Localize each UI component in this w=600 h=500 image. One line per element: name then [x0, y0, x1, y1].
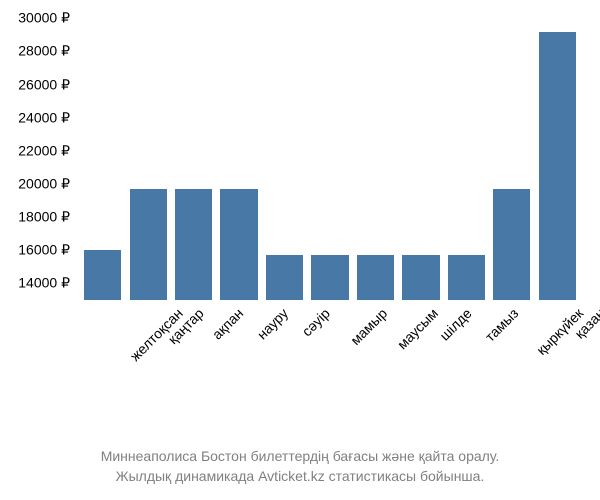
x-tick-label: мамыр	[347, 305, 390, 348]
bar	[220, 189, 257, 300]
y-tick-label: 22000 ₽	[0, 142, 70, 159]
x-axis: желтоқсанқаңтарақпаннаурусәуірмамырмаусы…	[80, 305, 580, 415]
caption-line-1: Миннеаполиса Бостон билеттердің бағасы ж…	[0, 448, 600, 464]
y-tick-label: 14000 ₽	[0, 275, 70, 292]
y-tick-label: 24000 ₽	[0, 109, 70, 126]
x-tick-label: тамыз	[482, 305, 522, 345]
bar	[311, 255, 348, 300]
x-tick-label: сәуір	[298, 305, 332, 339]
caption-line-2: Жылдық динамикада Avticket.kz статистика…	[0, 468, 600, 484]
x-tick-label: науру	[254, 305, 291, 342]
bar	[175, 189, 212, 300]
y-tick-label: 20000 ₽	[0, 176, 70, 193]
y-tick-label: 26000 ₽	[0, 76, 70, 93]
x-tick-label: ақпан	[208, 305, 245, 342]
bar	[357, 255, 394, 300]
bar	[266, 255, 303, 300]
y-tick-label: 30000 ₽	[0, 10, 70, 27]
bar	[493, 189, 530, 300]
x-tick-label: маусым	[394, 305, 441, 352]
bar	[84, 250, 121, 300]
bar	[130, 189, 167, 300]
bar	[448, 255, 485, 300]
y-tick-label: 16000 ₽	[0, 242, 70, 259]
bar	[402, 255, 439, 300]
chart-container: 14000 ₽ 16000 ₽ 18000 ₽ 20000 ₽ 22000 ₽ 24000…	[0, 0, 600, 500]
y-tick-label: 18000 ₽	[0, 209, 70, 226]
plot-area	[80, 10, 580, 300]
bar-chart	[80, 10, 580, 300]
x-tick-label: шілде	[436, 305, 475, 344]
bar	[539, 32, 576, 300]
y-tick-label: 28000 ₽	[0, 43, 70, 60]
